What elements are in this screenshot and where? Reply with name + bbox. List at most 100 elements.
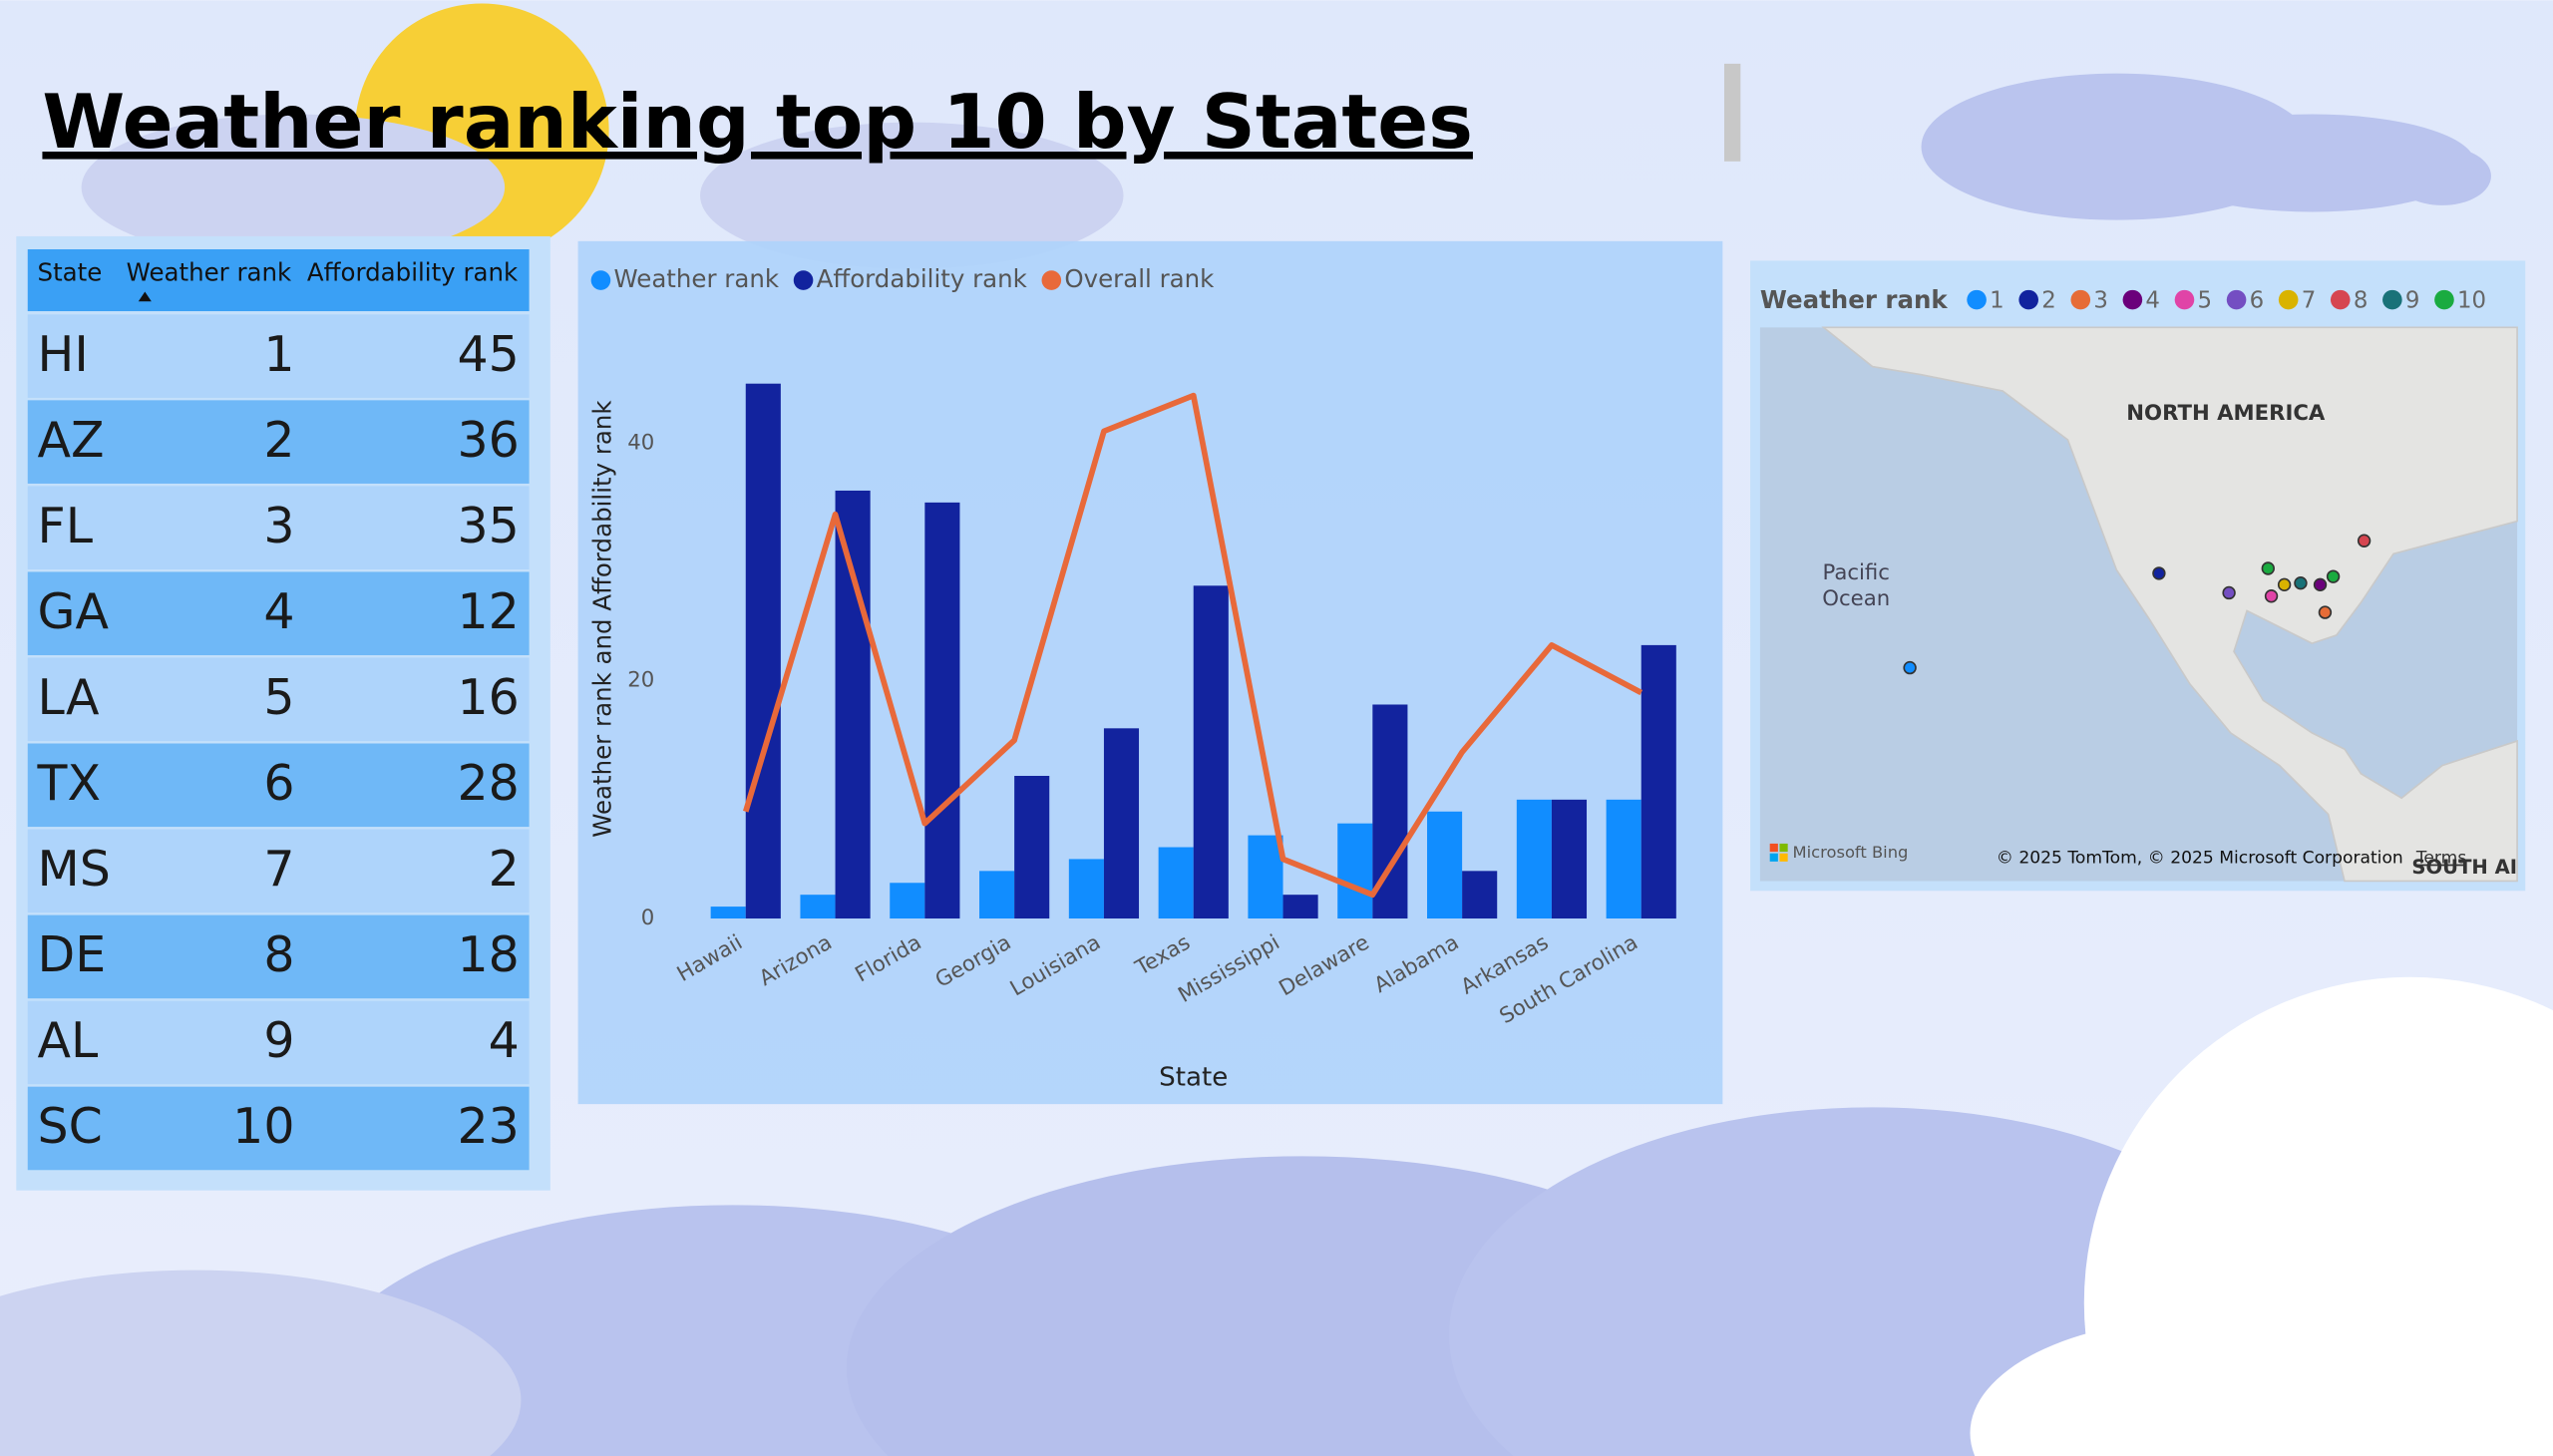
map-point <box>2318 605 2333 619</box>
map-point <box>2313 577 2328 592</box>
bar <box>835 490 871 919</box>
cell: 8 <box>263 926 294 983</box>
cell: 45 <box>458 326 520 383</box>
bar <box>1193 585 1229 919</box>
map-label: SOUTH AI <box>2411 856 2517 879</box>
map-terms[interactable]: Terms <box>2415 849 2467 869</box>
chart: State Weather rank and Affordability ran… <box>577 240 1723 1105</box>
legend-marker <box>2226 289 2247 310</box>
legend-marker <box>2434 289 2454 310</box>
column-header: Affordability rank <box>307 257 519 286</box>
cell: MS <box>38 841 111 898</box>
table-header <box>27 249 530 312</box>
y-tick-label: 20 <box>627 668 654 693</box>
map-point <box>2261 561 2275 575</box>
map: NORTH AMERICA Pacific Ocean SOUTH AI Mic… <box>1750 260 2526 892</box>
map-label: NORTH AMERICA <box>2126 401 2326 426</box>
map-point <box>2326 569 2341 583</box>
legend-label: 1 <box>1990 288 2005 314</box>
map-point <box>1903 660 1917 675</box>
table-row <box>27 571 530 656</box>
cell: AZ <box>38 412 105 469</box>
cell: 4 <box>489 1012 520 1069</box>
legend-marker <box>793 270 814 290</box>
bar <box>1462 871 1498 919</box>
bar <box>1158 847 1194 919</box>
cell: 18 <box>458 926 520 983</box>
table-row <box>27 1000 530 1085</box>
bar <box>1282 895 1318 919</box>
cell: 9 <box>263 1012 294 1069</box>
legend-label: 4 <box>2145 288 2160 314</box>
table-row <box>27 743 530 828</box>
legend-marker <box>590 270 611 290</box>
cell: 3 <box>263 498 294 554</box>
bar <box>710 907 746 919</box>
sort-arrow <box>138 291 152 302</box>
logo <box>1769 853 1778 862</box>
logo <box>1779 843 1788 853</box>
map-label: Pacific <box>1822 560 1889 585</box>
table-row <box>27 657 530 742</box>
bar <box>1516 799 1552 919</box>
decoration <box>0 3 2553 1456</box>
land <box>1821 326 2518 883</box>
bar <box>1641 644 1676 919</box>
legend-marker <box>2018 289 2038 310</box>
bar <box>1103 728 1140 919</box>
legend-marker <box>2070 289 2091 310</box>
cell: 23 <box>458 1098 520 1155</box>
bar <box>800 895 836 919</box>
cell: 7 <box>263 841 294 898</box>
legend-label: Weather rank <box>614 264 780 293</box>
column-header: State <box>38 257 103 286</box>
bar <box>979 871 1015 919</box>
cell: SC <box>38 1098 103 1155</box>
cell: 4 <box>263 583 294 640</box>
table-row <box>27 486 530 569</box>
bar <box>1248 835 1283 919</box>
map-point <box>2264 589 2279 603</box>
x-axis-title: State <box>1159 1063 1228 1093</box>
legend-marker <box>2330 289 2351 310</box>
bar <box>745 383 781 919</box>
map-point <box>2294 575 2308 590</box>
legend-marker <box>2122 289 2143 310</box>
cell: AL <box>38 1012 99 1069</box>
bar <box>1427 811 1463 919</box>
cell: 1 <box>263 326 294 383</box>
bar <box>890 883 925 919</box>
table-row <box>27 314 530 398</box>
legend-marker <box>2278 289 2299 310</box>
cell: 16 <box>458 669 520 726</box>
legend-marker <box>2382 289 2402 310</box>
cell: 35 <box>458 498 520 554</box>
bar <box>924 502 960 919</box>
cell: FL <box>38 498 94 554</box>
cell: HI <box>38 326 89 383</box>
cell: 2 <box>263 412 294 469</box>
cell: LA <box>38 669 100 726</box>
legend-label: 2 <box>2041 288 2056 314</box>
map-point <box>2152 566 2166 580</box>
legend-label: 8 <box>2354 288 2369 314</box>
table: State Weather rank Affordability rank HI… <box>16 235 550 1191</box>
y-axis-title: Weather rank and Affordability rank <box>588 400 617 838</box>
legend-label: Affordability rank <box>817 264 1028 293</box>
map-point <box>2357 534 2371 547</box>
legend-marker <box>2174 289 2195 310</box>
logo <box>1779 853 1788 862</box>
cell: 5 <box>263 669 294 726</box>
column-header: Weather rank <box>127 257 292 286</box>
legend-marker <box>1967 289 1987 310</box>
y-tick-label: 0 <box>641 906 655 930</box>
cell: 12 <box>458 583 520 640</box>
legend-label: 3 <box>2093 288 2108 314</box>
cell: 6 <box>263 755 294 812</box>
logo <box>1769 843 1778 853</box>
bar <box>1068 859 1104 919</box>
table-row <box>27 1086 530 1171</box>
map-attribution: © 2025 TomTom, © 2025 Microsoft Corporat… <box>1997 849 2403 869</box>
